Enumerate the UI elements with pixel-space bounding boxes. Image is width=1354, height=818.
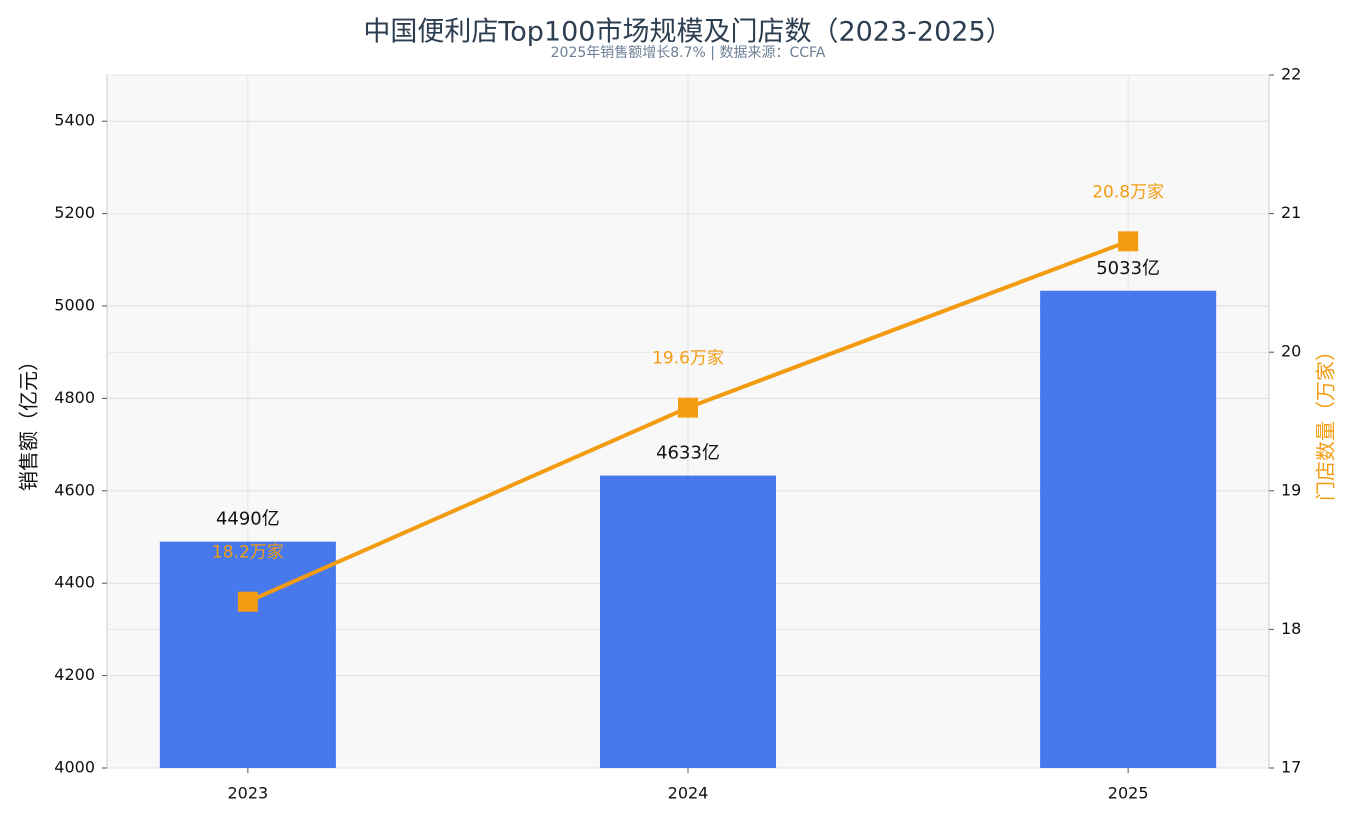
y2-tick-label: 18 bbox=[1281, 619, 1301, 638]
y-tick-label: 5000 bbox=[54, 296, 95, 315]
y2-axis-label: 门店数量（万家） bbox=[1314, 341, 1338, 501]
bar bbox=[599, 475, 777, 768]
y-tick-label: 4200 bbox=[54, 665, 95, 684]
line-marker bbox=[1118, 231, 1139, 252]
y-tick-label: 4800 bbox=[54, 388, 95, 407]
y-tick-label: 5400 bbox=[54, 111, 95, 130]
y2-tick-label: 21 bbox=[1281, 203, 1301, 222]
y-tick-label: 4400 bbox=[54, 573, 95, 592]
line-value-label: 20.8万家 bbox=[1092, 182, 1164, 202]
y-axis-label: 销售额（亿元） bbox=[17, 351, 41, 491]
y-tick-label: 5200 bbox=[54, 203, 95, 222]
line-marker bbox=[237, 591, 258, 612]
line-value-label: 19.6万家 bbox=[652, 349, 724, 369]
y2-tick-label: 22 bbox=[1281, 65, 1301, 84]
y2-tick-label: 19 bbox=[1281, 480, 1301, 499]
bar-value-label: 4633亿 bbox=[656, 443, 720, 464]
y2-tick-label: 20 bbox=[1281, 342, 1301, 361]
bar bbox=[1040, 290, 1217, 768]
line-value-label: 18.2万家 bbox=[212, 543, 284, 563]
bar bbox=[159, 541, 336, 768]
chart-title: 中国便利店Top100市场规模及门店数（2023-2025） bbox=[363, 17, 1012, 48]
y2-tick-label: 17 bbox=[1281, 758, 1301, 777]
x-tick-label: 2024 bbox=[668, 784, 709, 803]
y-tick-label: 4600 bbox=[54, 480, 95, 499]
y-tick-label: 4000 bbox=[54, 758, 95, 777]
bar-value-label: 5033亿 bbox=[1096, 258, 1160, 279]
bar-value-label: 4490亿 bbox=[216, 509, 280, 530]
x-tick-label: 2025 bbox=[1108, 784, 1149, 803]
line-marker bbox=[678, 397, 698, 418]
x-tick-label: 2023 bbox=[227, 784, 268, 803]
chart-subtitle: 2025年销售额增长8.7% | 数据来源：CCFA bbox=[551, 45, 826, 61]
